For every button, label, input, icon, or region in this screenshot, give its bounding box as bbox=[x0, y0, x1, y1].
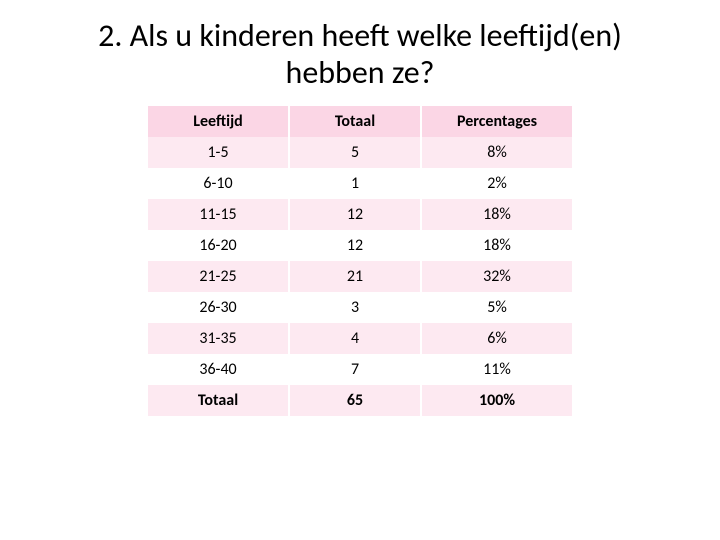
table-row: 16-20 12 18% bbox=[148, 230, 572, 261]
cell-total-pct: 100% bbox=[421, 385, 572, 416]
cell-leeftijd: 16-20 bbox=[148, 230, 289, 261]
table-header-row: Leeftijd Totaal Percentages bbox=[148, 106, 572, 137]
cell-totaal: 3 bbox=[289, 292, 421, 323]
table-row: 31-35 4 6% bbox=[148, 323, 572, 354]
table-row: 11-15 12 18% bbox=[148, 199, 572, 230]
cell-pct: 32% bbox=[421, 261, 572, 292]
table-row: 36-40 7 11% bbox=[148, 354, 572, 385]
cell-totaal: 21 bbox=[289, 261, 421, 292]
cell-leeftijd: 26-30 bbox=[148, 292, 289, 323]
cell-pct: 11% bbox=[421, 354, 572, 385]
cell-pct: 8% bbox=[421, 137, 572, 168]
table-row: 21-25 21 32% bbox=[148, 261, 572, 292]
cell-pct: 18% bbox=[421, 230, 572, 261]
cell-totaal: 7 bbox=[289, 354, 421, 385]
cell-pct: 2% bbox=[421, 168, 572, 199]
cell-leeftijd: 6-10 bbox=[148, 168, 289, 199]
cell-leeftijd: 1-5 bbox=[148, 137, 289, 168]
cell-totaal: 4 bbox=[289, 323, 421, 354]
cell-pct: 6% bbox=[421, 323, 572, 354]
cell-leeftijd: 21-25 bbox=[148, 261, 289, 292]
table-row: 6-10 1 2% bbox=[148, 168, 572, 199]
cell-pct: 5% bbox=[421, 292, 572, 323]
cell-totaal: 12 bbox=[289, 230, 421, 261]
cell-totaal: 12 bbox=[289, 199, 421, 230]
age-table: Leeftijd Totaal Percentages 1-5 5 8% 6-1… bbox=[148, 106, 572, 416]
col-header-leeftijd: Leeftijd bbox=[148, 106, 289, 137]
cell-total-totaal: 65 bbox=[289, 385, 421, 416]
table-total-row: Totaal 65 100% bbox=[148, 385, 572, 416]
cell-leeftijd: 11-15 bbox=[148, 199, 289, 230]
cell-total-label: Totaal bbox=[148, 385, 289, 416]
cell-totaal: 1 bbox=[289, 168, 421, 199]
slide-title: 2. Als u kinderen heeft welke leeftijd(e… bbox=[60, 18, 660, 92]
table-row: 26-30 3 5% bbox=[148, 292, 572, 323]
table-wrapper: Leeftijd Totaal Percentages 1-5 5 8% 6-1… bbox=[0, 106, 720, 416]
cell-leeftijd: 36-40 bbox=[148, 354, 289, 385]
cell-leeftijd: 31-35 bbox=[148, 323, 289, 354]
table-row: 1-5 5 8% bbox=[148, 137, 572, 168]
cell-pct: 18% bbox=[421, 199, 572, 230]
cell-totaal: 5 bbox=[289, 137, 421, 168]
col-header-totaal: Totaal bbox=[289, 106, 421, 137]
col-header-percentages: Percentages bbox=[421, 106, 572, 137]
slide: 2. Als u kinderen heeft welke leeftijd(e… bbox=[0, 0, 720, 540]
